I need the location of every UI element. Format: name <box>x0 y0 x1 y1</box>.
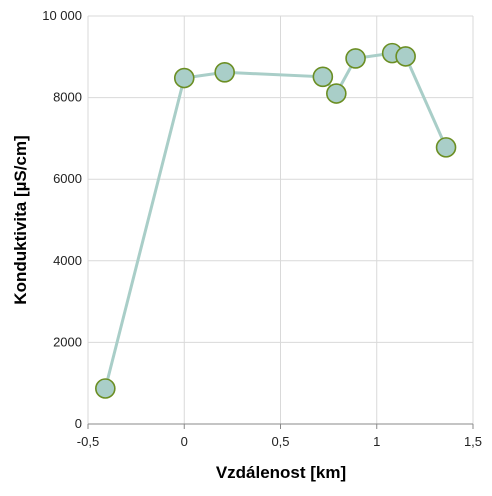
x-tick-label: 1 <box>373 434 380 449</box>
y-tick-label: 2000 <box>53 334 82 349</box>
y-tick-label: 6000 <box>53 171 82 186</box>
x-tick-label: 0 <box>181 434 188 449</box>
data-point <box>435 137 457 158</box>
data-point <box>326 83 347 104</box>
series-line-path <box>103 51 448 389</box>
y-tick-label: 0 <box>75 416 82 431</box>
series-points <box>95 42 457 399</box>
data-point <box>312 66 334 88</box>
data-point <box>214 62 235 83</box>
data-point <box>345 48 366 69</box>
x-axis-ticks: -0,5 0 0,5 1 1,5 <box>77 424 482 449</box>
data-point <box>95 378 116 399</box>
y-tick-label: 4000 <box>53 253 82 268</box>
x-tick-label: 0,5 <box>271 434 289 449</box>
x-tick-label: -0,5 <box>77 434 99 449</box>
x-tick-label: 1,5 <box>464 434 482 449</box>
series-line <box>103 51 448 389</box>
y-axis-title: Konduktivita [µS/cm] <box>11 135 30 304</box>
x-axis-title: Vzdálenost [km] <box>216 463 346 482</box>
grid-lines <box>87 15 474 425</box>
data-point <box>395 46 416 67</box>
data-point <box>173 67 195 89</box>
y-axis-ticks: 0 2000 4000 6000 8000 10 000 <box>42 8 82 431</box>
y-tick-label: 10 000 <box>42 8 82 23</box>
y-tick-label: 8000 <box>53 90 82 105</box>
